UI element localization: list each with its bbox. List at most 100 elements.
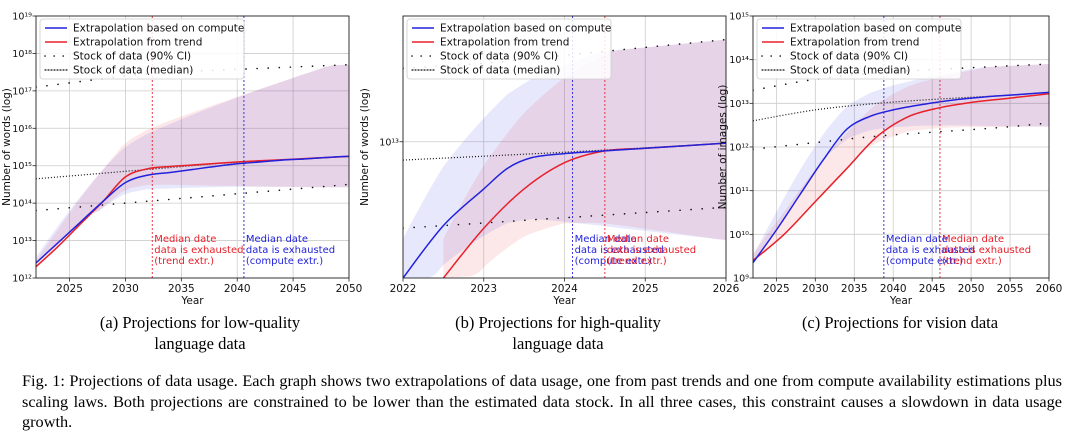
y-tick-label: 10¹² <box>12 274 32 285</box>
annotation-text: data is exhausted <box>607 245 696 256</box>
annotation-text: (compute extr.) <box>575 256 652 267</box>
x-tick-label: 2045 <box>919 283 946 295</box>
annotation-text: (compute extr.) <box>886 256 963 267</box>
y-tick-label: 10¹⁵ <box>729 12 749 23</box>
legend-label-trend: Extrapolation from trend <box>73 37 202 49</box>
compute-uncertainty-band <box>36 64 349 263</box>
compute-line <box>753 91 1049 264</box>
annotation-text: Median date <box>886 234 948 245</box>
x-tick-label: 2055 <box>997 283 1024 295</box>
subcaption-b-line1: (b) Projections for high-quality <box>455 313 661 332</box>
figure-caption: Fig. 1: Projections of data usage. Each … <box>22 371 1062 431</box>
x-tick-label: 2030 <box>112 283 139 295</box>
x-tick-label: 2045 <box>280 283 307 295</box>
legend-label-compute: Extrapolation based on compute <box>790 23 961 35</box>
legend-label-trend: Extrapolation from trend <box>440 37 569 49</box>
compute-uncertainty-band <box>753 64 1049 263</box>
trend-uncertainty-band <box>753 64 1049 261</box>
x-axis-label: Year <box>180 295 204 307</box>
legend: Extrapolation based on compute Extrapolat… <box>756 18 962 80</box>
x-axis-label: Year <box>552 295 576 307</box>
annotation-text: Median date <box>607 234 669 245</box>
y-tick-label: 10¹⁸ <box>12 49 32 60</box>
trend-uncertainty-band <box>443 39 726 278</box>
trend-line <box>753 92 1049 262</box>
x-tick-label: 2035 <box>841 283 868 295</box>
x-tick-label: 2040 <box>880 283 907 295</box>
x-tick-label: 2026 <box>713 283 740 295</box>
compute-uncertainty-band <box>403 39 726 278</box>
annotation-text: (trend extr.) <box>154 256 214 267</box>
y-tick-label: 10¹⁴ <box>729 55 749 66</box>
annotation-text: Median date <box>575 234 637 245</box>
ci-upper-line <box>753 63 1049 91</box>
y-tick-label: 10¹⁶ <box>12 124 32 135</box>
y-tick-label: 10¹³ <box>379 137 399 148</box>
annotation-text: Median date <box>942 234 1004 245</box>
legend-label-median: Stock of data (median) <box>73 65 193 77</box>
plot-frame <box>35 15 350 279</box>
x-tick-label: 2023 <box>470 283 497 295</box>
annotation-text: (compute extr.) <box>246 256 323 267</box>
y-tick-label: 10¹³ <box>12 236 32 247</box>
y-tick-label: 10⁹ <box>733 274 749 285</box>
legend: Extrapolation based on compute Extrapolat… <box>39 18 245 80</box>
annotation-text: data is exhausted <box>575 245 664 256</box>
y-tick-label: 10¹¹ <box>729 186 749 197</box>
x-tick-label: 2050 <box>958 283 985 295</box>
plot-area <box>36 63 349 268</box>
x-tick-label: 2025 <box>632 283 659 295</box>
y-tick-label: 10¹³ <box>729 99 749 110</box>
annotation-text: data is exhausted <box>942 245 1031 256</box>
x-tick-label: 2022 <box>390 283 417 295</box>
annotation-text: Median date <box>246 234 308 245</box>
compute-line <box>36 155 349 264</box>
legend-label-median: Stock of data (median) <box>790 65 910 77</box>
subcaption-a-line2: language data <box>154 334 246 353</box>
y-axis-label: Number of words (log) <box>1 88 13 206</box>
legend-label-compute: Extrapolation based on compute <box>440 23 611 35</box>
x-tick-label: 2025 <box>56 283 83 295</box>
plot-area <box>753 63 1049 264</box>
y-tick-label: 10¹⁰ <box>729 230 749 241</box>
annotation-text: data is exhausted <box>886 245 975 256</box>
subcaption-b-line2: language data <box>512 334 604 353</box>
median-stock-line <box>403 142 726 161</box>
ci-lower-line <box>753 122 1049 150</box>
y-tick-label: 10¹⁹ <box>12 12 32 23</box>
legend-label-median: Stock of data (median) <box>440 65 560 77</box>
annotation-text: data is exhausted <box>246 245 335 256</box>
x-tick-label: 2035 <box>168 283 195 295</box>
subcaption-c-line1: (c) Projections for vision data <box>801 313 999 332</box>
annotation-text: (trend extr.) <box>942 256 1002 267</box>
plot-area <box>403 38 726 278</box>
x-tick-label: 2050 <box>336 283 363 295</box>
x-tick-label: 2025 <box>763 283 790 295</box>
y-tick-label: 10¹⁴ <box>12 199 32 210</box>
x-tick-label: 2060 <box>1036 283 1063 295</box>
y-tick-label: 10¹⁷ <box>12 86 32 97</box>
legend-box <box>406 18 612 80</box>
x-tick-label: 2040 <box>224 283 251 295</box>
legend-label-trend: Extrapolation from trend <box>790 37 919 49</box>
annotation-text: data is exhausted <box>154 245 243 256</box>
subcaption-c: (c) Projections for vision data <box>740 312 1060 333</box>
subcaption-a-line1: (a) Projections for low-quality <box>99 313 301 332</box>
median-stock-line <box>36 155 349 180</box>
annotation-text: (trend extr.) <box>607 256 667 267</box>
compute-line <box>403 142 726 278</box>
y-axis-label: Number of images (log) <box>717 85 729 210</box>
y-axis-label: Number of words (log) <box>359 88 371 206</box>
legend-label-ci: Stock of data (90% CI) <box>73 51 191 63</box>
subcaption-b: (b) Projections for high-quality languag… <box>393 312 723 354</box>
x-axis-label: Year <box>889 295 913 307</box>
legend: Extrapolation based on compute Extrapolat… <box>406 18 612 80</box>
y-tick-label: 10¹⁵ <box>12 161 32 172</box>
legend-box <box>39 18 245 80</box>
legend-label-compute: Extrapolation based on compute <box>73 23 244 35</box>
legend-label-ci: Stock of data (90% CI) <box>440 51 558 63</box>
x-tick-label: 2024 <box>551 283 578 295</box>
